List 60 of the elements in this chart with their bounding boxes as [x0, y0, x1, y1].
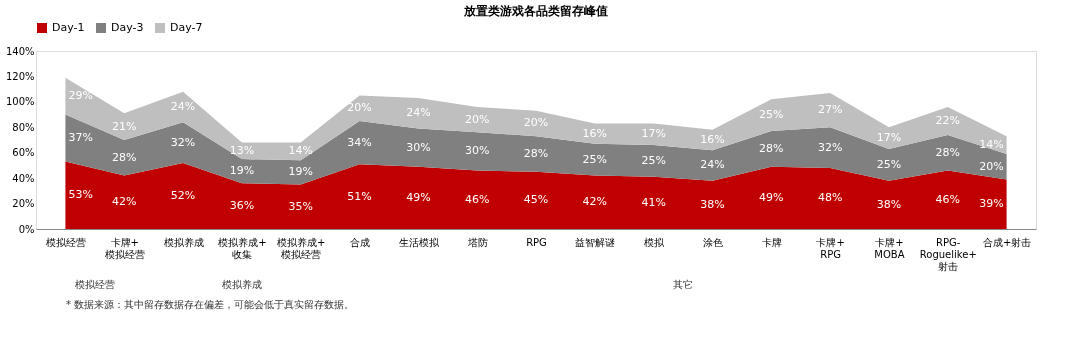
- data-label: 30%: [406, 140, 431, 154]
- text: * 数据来源：其中留存数据存在偏差，可能会低于真实留存数据。: [66, 299, 355, 310]
- data-label: 28%: [935, 145, 960, 159]
- x-tick-label: 卡牌: [761, 236, 782, 248]
- data-label: 28%: [112, 150, 137, 164]
- data-label: 17%: [641, 127, 666, 141]
- x-tick-label: 卡牌+MOBA: [874, 236, 905, 260]
- y-tick-label: 20%: [12, 198, 35, 210]
- data-label: 20%: [523, 116, 549, 130]
- text: 模拟养成: [221, 279, 262, 290]
- x-tick-label: 涂色: [702, 236, 723, 248]
- x-tick-label: 模拟养成+模拟经营: [277, 236, 326, 260]
- x-tick-label: 模拟养成: [163, 236, 204, 248]
- legend-label: Day-7: [170, 21, 203, 34]
- x-tick-label: 卡牌+RPG: [816, 236, 845, 260]
- y-tick-label: 60%: [12, 147, 35, 159]
- x-tick-label: RPG: [526, 236, 547, 248]
- data-label: 28%: [759, 141, 784, 155]
- chart-title: 放置类游戏各品类留存峰值: [463, 4, 608, 18]
- data-label: 20%: [347, 101, 372, 115]
- text: 模拟经营: [74, 279, 115, 290]
- x-tick-label: 合成+射击: [982, 236, 1032, 248]
- data-label: 24%: [170, 99, 196, 113]
- x-tick-label: 合成: [350, 236, 371, 248]
- data-label: 16%: [700, 133, 725, 146]
- y-tick-label: 0%: [18, 223, 35, 235]
- data-label: 34%: [347, 135, 372, 149]
- legend-label: Day-3: [111, 21, 144, 34]
- data-label: 28%: [523, 146, 549, 160]
- y-tick-label: 140%: [5, 45, 35, 57]
- data-label: 24%: [406, 106, 431, 120]
- data-label: 30%: [464, 144, 490, 158]
- data-label: 32%: [170, 135, 196, 149]
- y-tick-label: 40%: [12, 172, 35, 184]
- x-tick-label: 模拟: [644, 236, 666, 248]
- x-tick-label: 模拟养成+收集: [218, 236, 267, 260]
- data-label: 14%: [288, 144, 313, 158]
- x-tick-label: 益智解谜: [575, 236, 616, 248]
- data-label: 16%: [582, 126, 608, 140]
- data-label: 37%: [68, 131, 93, 145]
- x-tick-label: 卡牌+模拟经营: [104, 236, 145, 260]
- x-tick-label: RPG-Roguelike+射击: [919, 236, 977, 272]
- x-tick-label: 塔防: [466, 236, 488, 248]
- data-label: 21%: [112, 119, 137, 133]
- data-label: 25%: [759, 108, 784, 122]
- data-label: 22%: [935, 113, 960, 127]
- x-tick-label: 模拟经营: [45, 236, 86, 248]
- data-label: 27%: [817, 103, 843, 117]
- legend-label: Day-1: [52, 21, 85, 34]
- data-label: 17%: [876, 131, 902, 145]
- data-label: 32%: [817, 140, 843, 154]
- data-label: 29%: [68, 89, 93, 103]
- data-label: 20%: [464, 112, 490, 126]
- y-tick-label: 80%: [12, 121, 35, 133]
- y-tick-label: 120%: [5, 70, 35, 82]
- text: 其它: [673, 279, 694, 290]
- data-label: 14%: [979, 138, 1004, 152]
- data-label: 13%: [229, 143, 255, 157]
- y-tick-label: 100%: [5, 96, 35, 108]
- x-tick-label: 生活模拟: [398, 236, 440, 248]
